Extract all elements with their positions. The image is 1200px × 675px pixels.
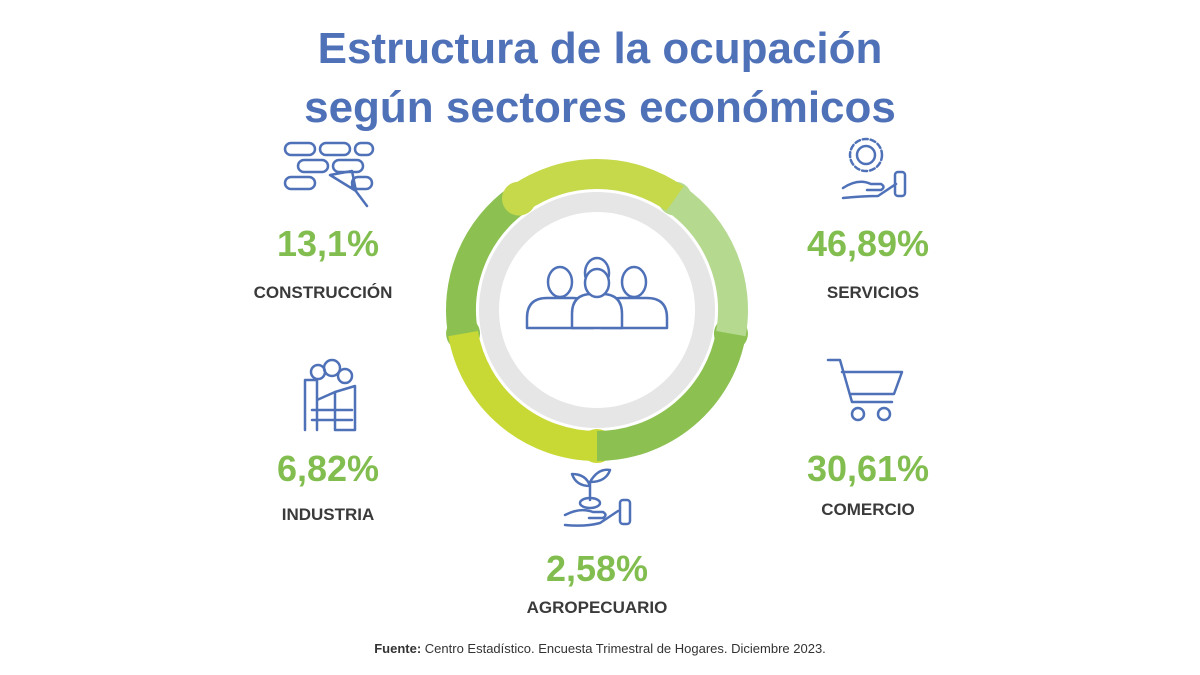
sector: 13,1% CONSTRUCCIÓN — [254, 223, 393, 302]
ring-segment — [596, 330, 746, 461]
ring-segment — [510, 159, 684, 212]
percent: 46,89% — [807, 223, 929, 264]
industry-icon — [303, 358, 357, 432]
sector-label: CONSTRUCCIÓN — [254, 283, 393, 302]
people-icon — [525, 256, 669, 330]
ring-segment — [666, 186, 748, 337]
ring-segment — [448, 330, 598, 461]
percent: 6,82% — [277, 448, 379, 489]
agro-icon — [563, 468, 632, 527]
source-text: Centro Estadístico. Encuesta Trimestral … — [425, 641, 826, 656]
sector-label: COMERCIO — [821, 500, 915, 519]
title-line: según sectores económicos — [304, 83, 896, 132]
sector: 2,58% AGROPECUARIO — [527, 548, 668, 617]
sector: 46,89% SERVICIOS — [807, 223, 929, 302]
construction-icon — [283, 141, 375, 208]
sector-label: AGROPECUARIO — [527, 598, 668, 617]
services-icon — [841, 137, 907, 200]
percent: 30,61% — [807, 448, 929, 489]
source: Fuente: Centro Estadístico. Encuesta Tri… — [374, 641, 826, 656]
ring-dot — [501, 181, 536, 216]
percent: 13,1% — [277, 223, 379, 264]
commerce-icon — [826, 358, 904, 422]
sector-label: INDUSTRIA — [282, 505, 375, 524]
source-label: Fuente: — [374, 641, 421, 656]
percent: 2,58% — [546, 548, 648, 589]
sector: 30,61% COMERCIO — [807, 448, 929, 519]
sector-label: SERVICIOS — [827, 283, 919, 302]
ring-segment — [446, 186, 528, 337]
sector: 6,82% INDUSTRIA — [277, 448, 379, 524]
title-line: Estructura de la ocupación — [318, 24, 883, 73]
